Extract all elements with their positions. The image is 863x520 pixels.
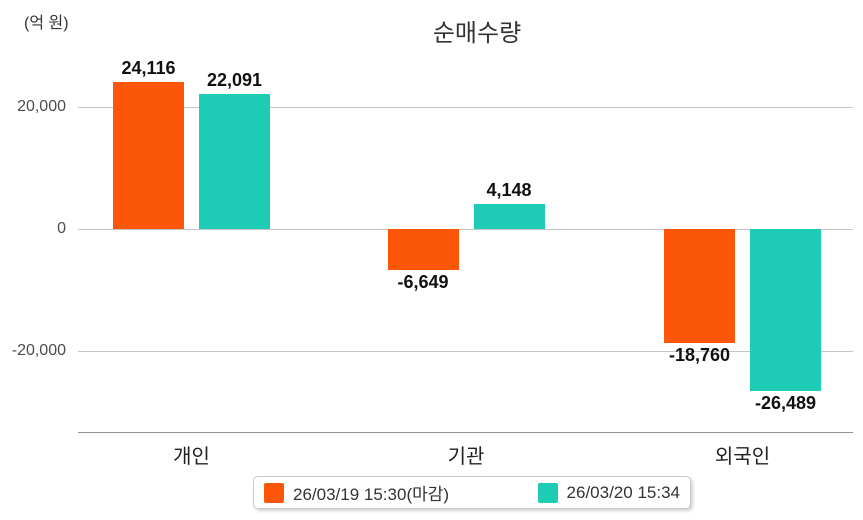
bar-series2-기관 [473,204,545,229]
bar-series1-개인 [113,82,184,229]
legend-item-label: 26/03/20 15:34 [566,482,680,502]
legend-swatch-icon [537,482,558,503]
y-tick-label: 20,000 [17,98,66,115]
gridline-20000 [78,106,853,108]
value-label-series2-기관: 4,148 [486,180,532,200]
legend: 26/03/19 15:30(마감) 26/03/20 15:34 [253,476,691,509]
gridline--20000 [78,350,853,352]
y-tick-label: 0 [57,220,66,237]
value-label-series1-기관: -6,649 [397,272,449,292]
gridline-0 [78,228,853,230]
legend-swatch-icon [264,482,284,503]
legend-item-1[interactable]: 26/03/19 15:30(마감) [264,480,449,505]
x-axis-label-개인: 개인 [173,446,210,468]
legend-item-label: 26/03/19 15:30(마감) [293,485,450,504]
y-tick-label: -20,000 [11,342,66,359]
chart-title: 순매수량 [432,20,522,47]
x-axis-line [78,432,853,433]
legend-item-2[interactable]: 26/03/20 15:34 [537,482,680,503]
bar-series2-외국인 [750,229,821,391]
bar-series1-기관 [387,229,459,270]
value-label-series1-개인: 24,116 [121,58,176,78]
value-label-series2-개인: 22,091 [206,70,263,90]
x-axis-label-기관: 기관 [447,446,485,468]
y-axis-unit-label: (억 원) [24,15,69,32]
bar-series1-외국인 [664,229,735,343]
bar-series2-개인 [199,94,270,229]
value-label-series2-외국인: -26,489 [754,393,817,413]
x-axis-label-외국인: 외국인 [714,446,771,468]
value-label-series1-외국인: -18,760 [668,345,731,365]
